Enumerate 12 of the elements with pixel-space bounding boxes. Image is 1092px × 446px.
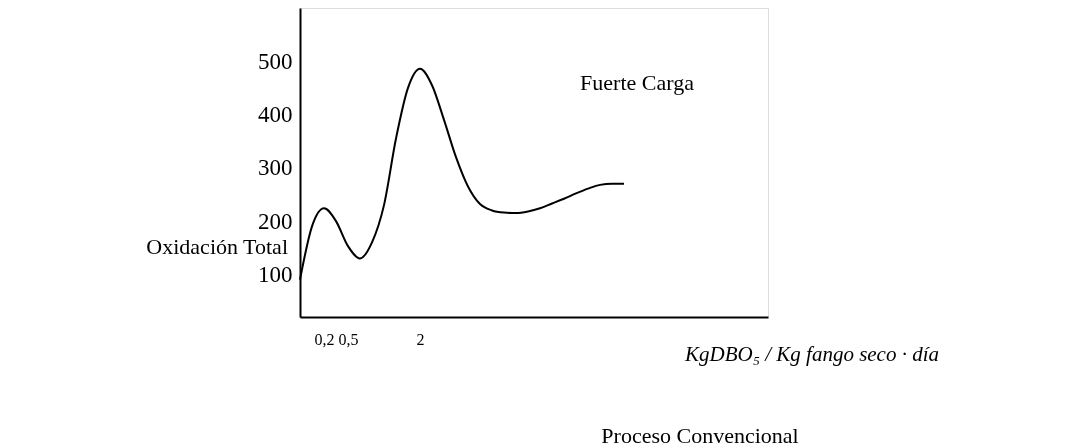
x-tick-label: 2 [416, 330, 425, 348]
y-tick-label: 300 [258, 155, 293, 181]
x-tick-label: 0,2 [314, 330, 335, 348]
text: Proceso Convencional [601, 423, 799, 446]
y-tick-label: 400 [258, 102, 293, 128]
y-tick-label: 200 [258, 208, 293, 234]
x-axis-title: KgDBO₅ / Kg fango seco · día [683, 342, 940, 366]
y-tick-label: 500 [258, 48, 293, 74]
y-tick-label: 100 [258, 261, 293, 287]
text: Oxidación Total [146, 234, 288, 259]
annotation: Fuerte Carga [580, 70, 695, 95]
x-tick-label: 0,5 [338, 330, 359, 348]
